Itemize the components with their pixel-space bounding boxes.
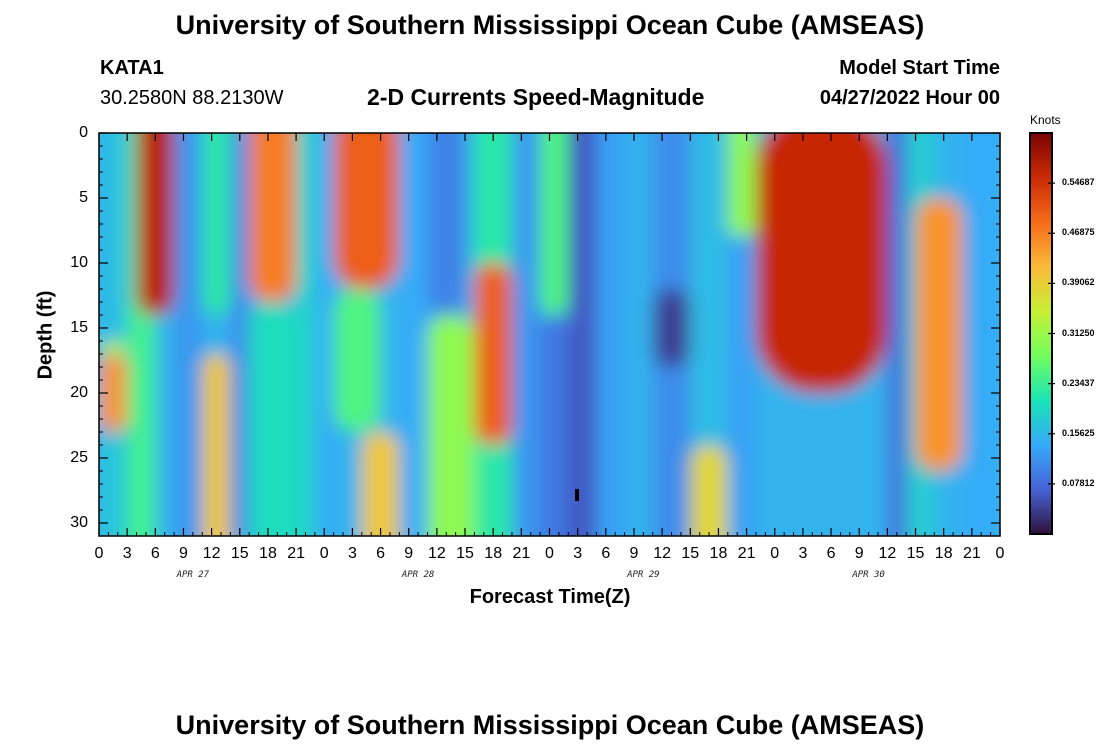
heatmap-cell (99, 133, 128, 341)
x-tick-label: 0 (770, 545, 780, 562)
x-tick-label: 15 (906, 545, 925, 562)
footer-title: University of Southern Mississippi Ocean… (175, 710, 925, 740)
x-tick-label: 9 (404, 545, 414, 562)
heatmap-cell (202, 133, 231, 315)
x-axis-label: Forecast Time(Z) (469, 586, 631, 608)
x-tick-label: 18 (709, 545, 728, 562)
y-tick-label: 10 (70, 254, 88, 271)
x-tick-label: 9 (629, 545, 639, 562)
heatmap-cell (99, 432, 128, 536)
x-tick-label: 9 (179, 545, 188, 562)
x-tick-label: 3 (347, 545, 357, 562)
heatmap-cell (361, 432, 400, 536)
x-tick-label: 6 (376, 545, 386, 562)
heatmap-cell (202, 354, 231, 536)
date-label: APR 29 (627, 570, 660, 580)
heatmap-cell (962, 133, 1000, 536)
heatmap-cell (568, 133, 597, 536)
x-tick-label: 12 (427, 545, 446, 562)
colorbar-tick-label: 0.31250 (1062, 327, 1095, 338)
heatmap-cell (540, 133, 569, 315)
heatmap-cell (727, 237, 756, 536)
x-tick-label: 0 (94, 545, 104, 562)
y-tick-label: 0 (79, 124, 88, 141)
x-tick-label: 15 (456, 545, 474, 562)
x-tick-label: 21 (737, 545, 756, 562)
heatmap-cell (399, 133, 428, 536)
station-coordinates: 30.2580N 88.2130W (100, 87, 284, 109)
x-tick-label: 18 (259, 545, 277, 562)
heatmap-cell (174, 133, 203, 536)
x-tick-label: 18 (934, 545, 953, 562)
x-tick-label: 0 (995, 545, 1005, 562)
x-tick-label: 12 (653, 545, 672, 562)
heatmap-cell (296, 133, 315, 536)
heatmap-cell (511, 133, 541, 536)
y-tick-label: 30 (70, 514, 88, 531)
x-tick-label: 21 (512, 545, 531, 562)
x-tick-label: 3 (573, 545, 583, 562)
heatmap-cell (755, 393, 888, 536)
heatmap-cell (427, 133, 466, 315)
x-tick-label: 12 (202, 545, 221, 562)
heatmap-cell (540, 315, 569, 536)
colorbar-unit: Knots (1030, 113, 1061, 127)
heatmap-cell (333, 289, 381, 432)
x-tick-label: 15 (230, 545, 249, 562)
heatmap-cell (755, 133, 888, 393)
y-tick-label: 25 (70, 449, 88, 466)
y-tick-label: 5 (79, 189, 88, 206)
date-label: APR 30 (852, 570, 885, 580)
heatmap-cell (727, 133, 756, 237)
heatmap-cell (690, 133, 728, 445)
chart-subtitle: 2-D Currents Speed-Magnitude (367, 84, 705, 110)
heatmap-cell (314, 133, 334, 536)
heatmap-cell (690, 445, 728, 536)
x-tick-label: 0 (319, 545, 329, 562)
station-id: KATA1 (100, 57, 164, 79)
y-tick-label: 15 (70, 319, 88, 336)
date-label: APR 27 (176, 570, 210, 580)
y-axis-label: Depth (ft) (34, 290, 57, 380)
y-tick-label: 20 (70, 384, 88, 401)
x-tick-label: 21 (287, 545, 305, 562)
heatmap-cell (249, 133, 297, 302)
x-tick-label: 18 (484, 545, 503, 562)
date-label: APR 28 (401, 570, 435, 580)
marker-blip (575, 489, 579, 501)
heatmap-cell (652, 289, 691, 367)
colorbar-tick-label: 0.15625 (1062, 427, 1095, 438)
heatmap-cell (333, 133, 400, 289)
x-tick-label: 6 (601, 545, 611, 562)
x-tick-label: 12 (878, 545, 897, 562)
x-tick-label: 0 (545, 545, 554, 562)
x-tick-label: 21 (962, 545, 981, 562)
heatmap-cell (915, 198, 963, 471)
x-tick-label: 6 (150, 545, 160, 562)
model-start-value: 04/27/2022 Hour 00 (819, 87, 1000, 109)
colorbar-tick-label: 0.07812 (1062, 477, 1095, 488)
heatmap-cell (249, 302, 297, 536)
x-tick-label: 3 (122, 545, 132, 562)
model-start-label: Model Start Time (839, 57, 1000, 79)
page-title: University of Southern Mississippi Ocean… (175, 10, 925, 40)
heatmap-cell (230, 133, 250, 536)
heatmap-cell (887, 133, 907, 536)
colorbar-tick-label: 0.39062 (1062, 277, 1095, 288)
heatmap-cell (474, 263, 512, 445)
x-tick-label: 15 (681, 545, 700, 562)
heatmap-cell (99, 354, 128, 432)
heatmap-cell (99, 341, 128, 354)
x-tick-label: 6 (826, 545, 836, 562)
colorbar-tick-label: 0.23437 (1062, 377, 1095, 388)
heatmap-cell (136, 133, 175, 315)
x-tick-label: 9 (854, 545, 864, 562)
colorbar-tick-label: 0.46875 (1062, 227, 1095, 238)
heatmap-cell (427, 315, 475, 536)
heatmap-cell (624, 133, 653, 536)
heatmap-cell (596, 133, 625, 536)
colorbar-tick-label: 0.54687 (1062, 177, 1095, 188)
x-tick-label: 3 (798, 545, 808, 562)
